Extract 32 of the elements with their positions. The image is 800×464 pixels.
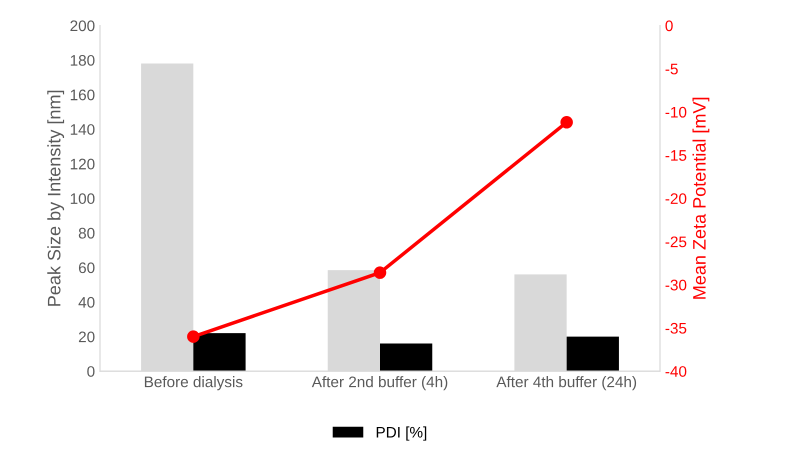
y-tick-label: 120 (70, 158, 95, 170)
y-tick-label: 160 (70, 90, 95, 100)
bar (380, 344, 432, 372)
y-axis-title: Peak Size by Intensity [nm] (47, 90, 64, 306)
y2-tick-label: -35 (666, 322, 686, 334)
x-tick-label: After 4th buffer (24h) (496, 376, 636, 390)
y2-tick-label: -10 (666, 106, 686, 118)
bar (566, 336, 619, 372)
y2-tick-label: -30 (666, 280, 686, 290)
point (187, 330, 200, 343)
y2-tick-label: -40 (666, 366, 686, 377)
x-tick-label: After 2nd buffer (4h) (312, 376, 448, 390)
point (374, 266, 386, 279)
y-tick-label: 0 (87, 366, 95, 377)
y-tick-label: 140 (70, 124, 95, 135)
legend-label: PDI [%] (376, 426, 426, 441)
y-tick-label: 40 (78, 296, 95, 308)
y-tick-label: 100 (70, 193, 95, 204)
x-tick-label: Before dialysis (144, 376, 242, 390)
y-tick-label: 180 (70, 54, 95, 66)
y-tick-label: 20 (78, 332, 95, 342)
y2-tick-label: 0 (665, 20, 673, 32)
y-tick-label: 60 (78, 262, 95, 274)
y2-tick-label: -5 (666, 64, 678, 74)
bar (193, 333, 246, 372)
point (560, 116, 573, 129)
y-tick-label: 80 (78, 228, 95, 239)
y2-tick-label: -25 (666, 236, 686, 248)
y2-axis-title: Mean Zeta Potential [mV] (692, 98, 710, 299)
y2-tick-label: -15 (666, 150, 686, 161)
y2-tick-label: -20 (666, 193, 686, 204)
y-tick-label: 200 (70, 20, 95, 32)
